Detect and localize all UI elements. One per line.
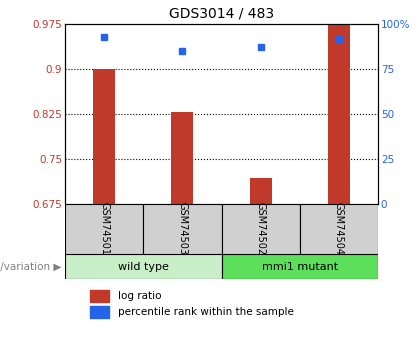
Text: GSM74502: GSM74502 xyxy=(256,202,266,255)
Text: wild type: wild type xyxy=(118,262,169,272)
Bar xyxy=(90,306,109,318)
Text: mmi1 mutant: mmi1 mutant xyxy=(262,262,338,272)
Title: GDS3014 / 483: GDS3014 / 483 xyxy=(169,6,274,20)
Bar xyxy=(65,204,143,254)
Text: GSM74501: GSM74501 xyxy=(99,202,109,255)
Bar xyxy=(222,254,378,279)
Text: percentile rank within the sample: percentile rank within the sample xyxy=(118,307,294,317)
Bar xyxy=(171,112,193,204)
Bar xyxy=(250,178,272,204)
Bar xyxy=(328,24,350,204)
Text: GSM74503: GSM74503 xyxy=(177,202,187,255)
Text: log ratio: log ratio xyxy=(118,291,162,301)
Bar xyxy=(222,204,300,254)
Bar xyxy=(65,254,222,279)
Bar xyxy=(300,204,378,254)
Bar xyxy=(143,204,222,254)
Text: genotype/variation ▶: genotype/variation ▶ xyxy=(0,262,61,272)
Bar xyxy=(90,290,109,302)
Text: GSM74504: GSM74504 xyxy=(334,202,344,255)
Bar xyxy=(93,69,115,204)
